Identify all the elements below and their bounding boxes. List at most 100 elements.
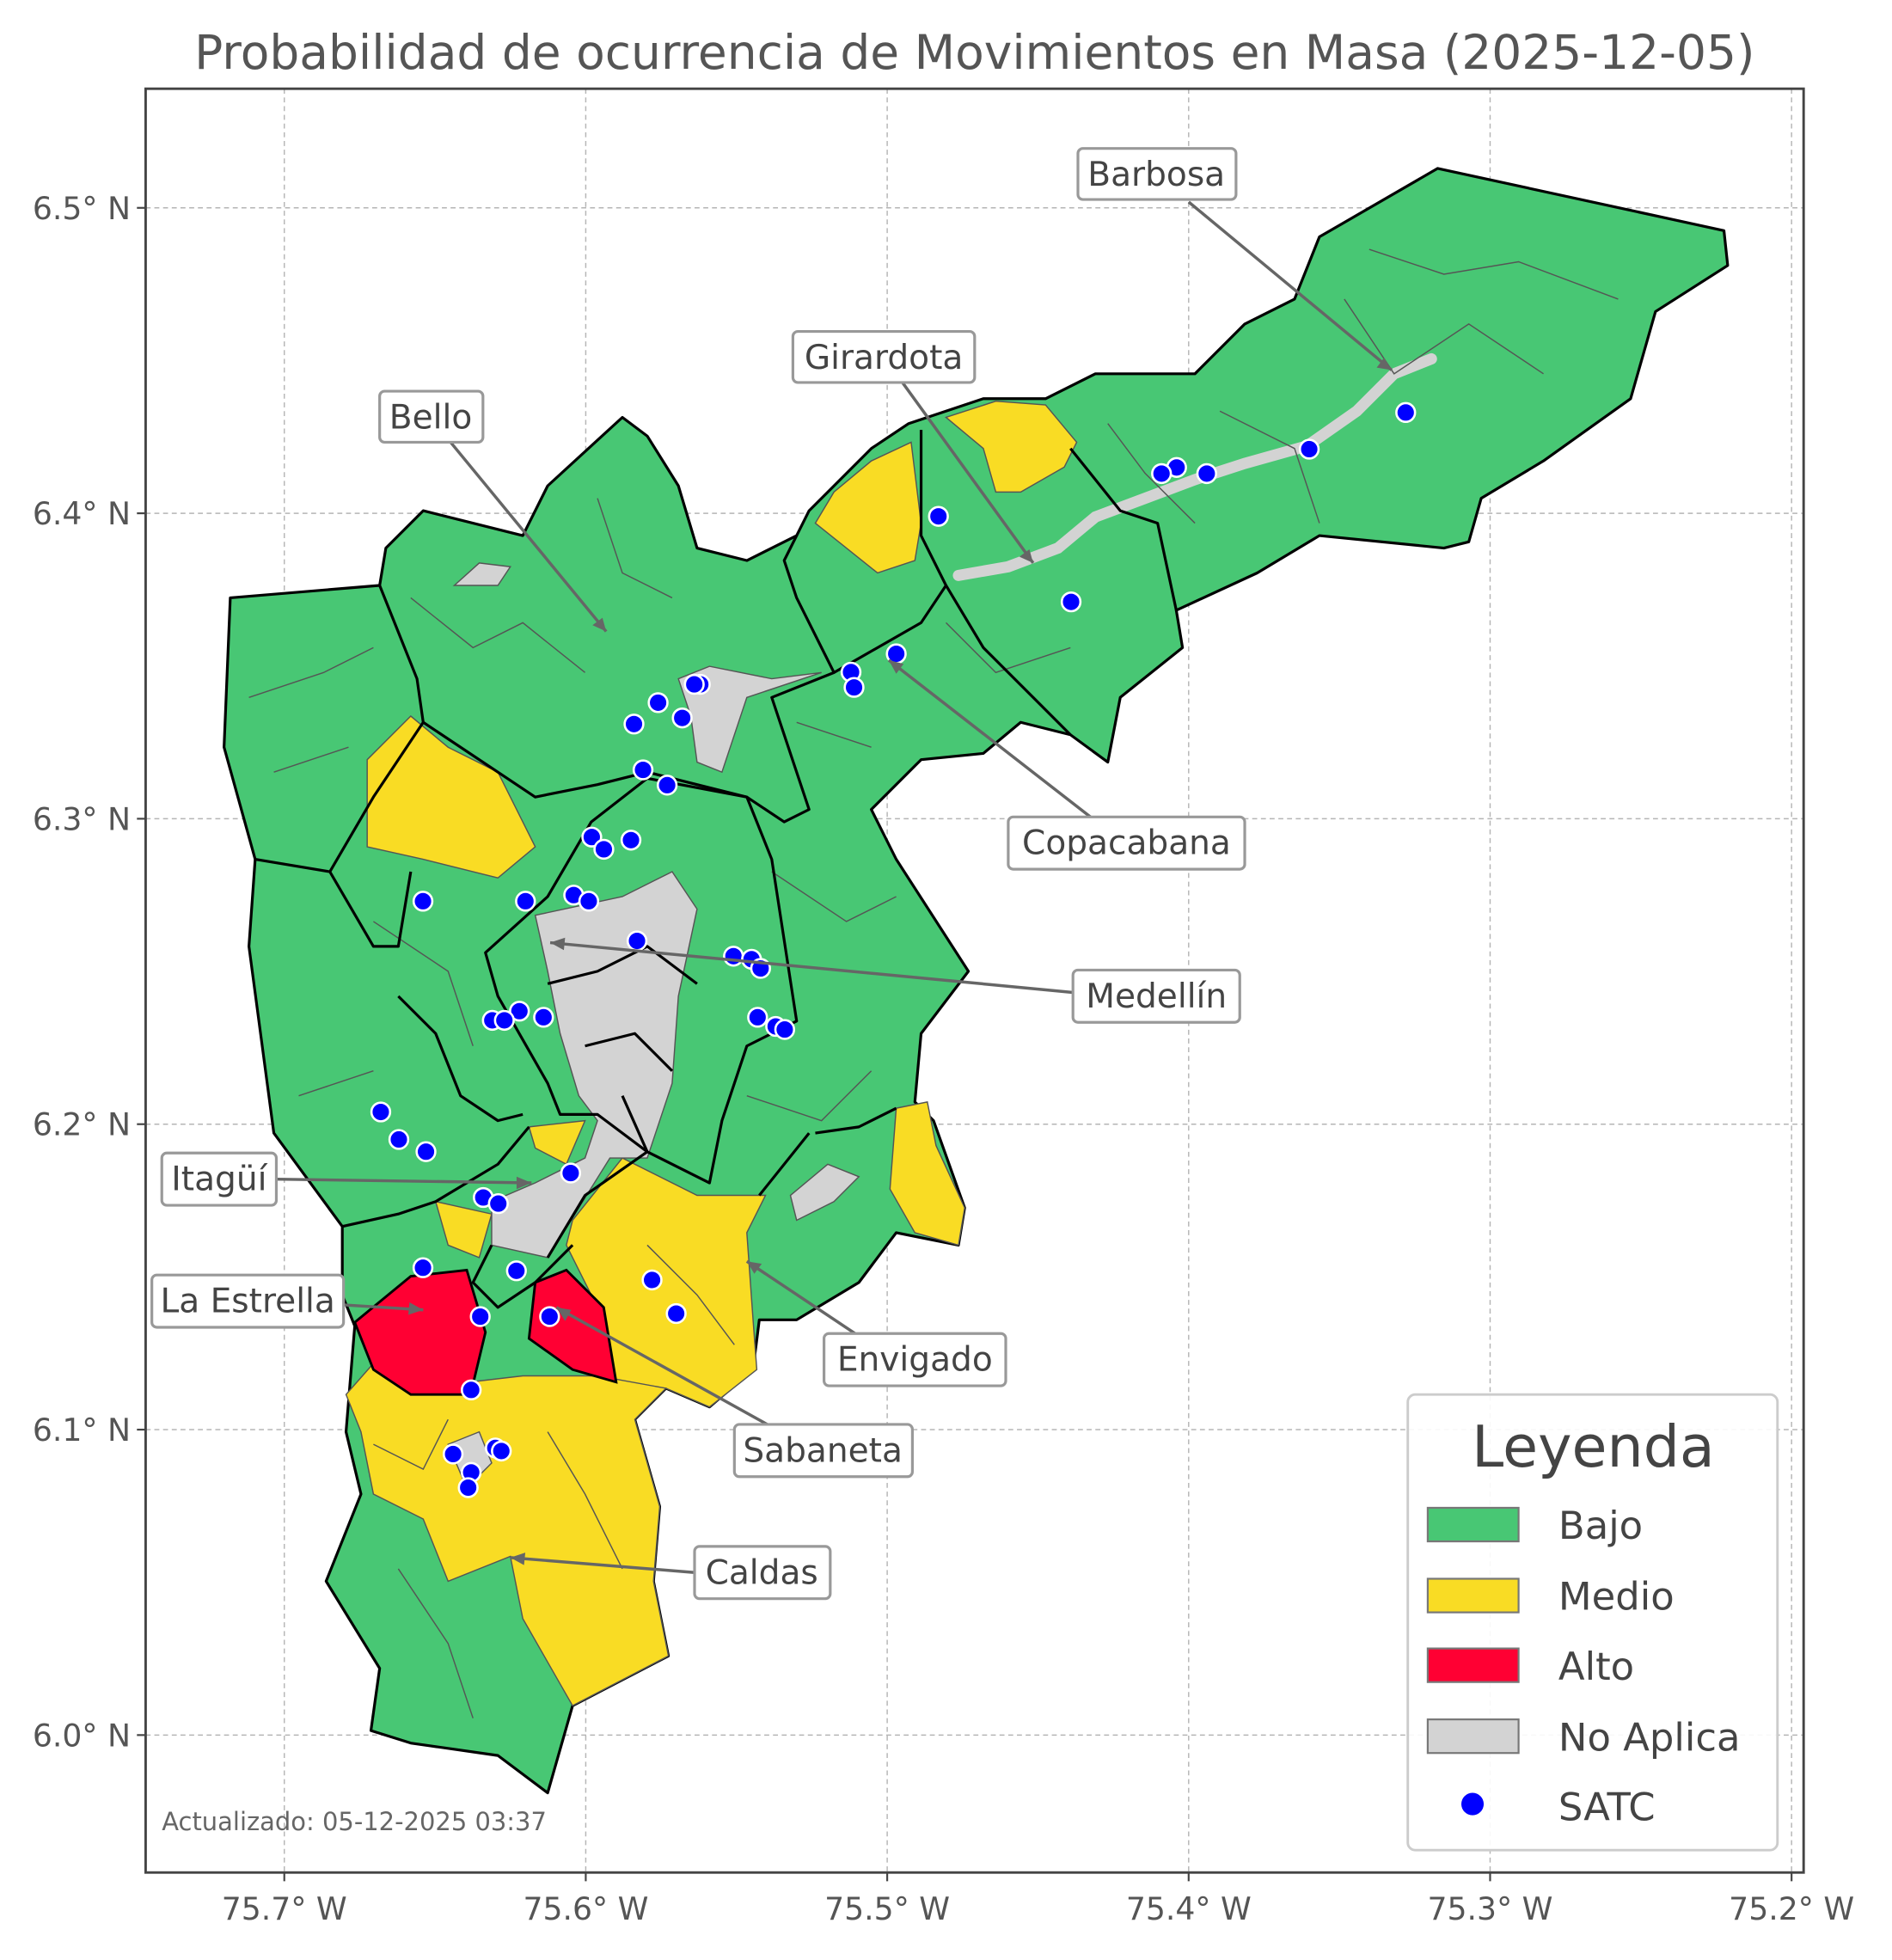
label-itagui: Itagüí [171,1161,267,1199]
zone-no-aplica-envigado [789,1163,860,1222]
satc-point[interactable] [533,1007,554,1028]
legend-item-bajo: Bajo [1426,1503,1643,1548]
legend-label: Bajo [1558,1503,1643,1548]
satc-point[interactable] [723,946,744,967]
satc-point[interactable] [460,1379,482,1401]
zone-no-aplica-medellin [491,871,698,1259]
zone-alto-sabaneta [527,1268,618,1384]
satc-point[interactable] [581,826,603,848]
satc-point[interactable] [623,714,645,735]
zone-medio-caldas [345,1363,670,1707]
satc-point[interactable] [491,1440,512,1462]
legend-label: No Aplica [1558,1714,1741,1760]
satc-points [370,401,1417,1498]
label-envigado: Envigado [837,1341,993,1380]
updated-timestamp: Actualizado: 05-12-2025 03:37 [162,1807,547,1836]
x-tick-label: 75.5° W [824,1890,950,1927]
annotation-envigado: Envigado [745,1259,1007,1387]
legend-title: Leyenda [1472,1413,1715,1480]
satc-point[interactable] [505,1260,527,1282]
legend: Leyenda Bajo Medio Alto No Aplica SATC [1406,1393,1779,1852]
satc-point[interactable] [1151,462,1173,485]
legend-item-alto: Alto [1426,1644,1634,1689]
satc-point[interactable] [747,1007,768,1028]
y-tick-label: 6.4° N [33,495,131,532]
subdivision-lines [248,248,1619,1718]
satc-point[interactable] [442,1443,464,1465]
satc-point[interactable] [671,707,693,729]
y-tick-label: 6.3° N [33,800,131,837]
x-tick-label: 75.3° W [1428,1890,1553,1927]
annotation-medellin: Medellín [549,937,1241,1024]
satc-point[interactable] [388,1129,410,1150]
satc-point[interactable] [370,1101,392,1123]
legend-item-satc: SATC [1460,1784,1656,1829]
zone-medio-envigado-east [889,1101,965,1246]
label-girardota: Girardota [805,339,964,377]
satc-point[interactable] [578,891,600,912]
satc-point[interactable] [457,1477,479,1498]
satc-point[interactable] [509,1001,530,1022]
map-title: Probabilidad de ocurrencia de Movimiento… [194,25,1754,80]
satc-point[interactable] [560,1162,582,1184]
legend-label: SATC [1558,1784,1656,1829]
axis-ticks: 75.7° W 75.6° W 75.5° W 75.4° W 75.3° W 75.2°… [33,190,1854,1927]
satc-point[interactable] [626,930,648,952]
satc-point[interactable] [656,775,678,796]
satc-point[interactable] [665,1302,687,1325]
annotation-copacabana: Copacabana [887,658,1246,871]
satc-point[interactable] [683,673,705,695]
y-tick-label: 6.0° N [33,1717,131,1754]
satc-point[interactable] [843,677,865,698]
satc-point[interactable] [1298,438,1320,460]
zone-medio-la-estrella [434,1200,493,1259]
satc-point[interactable] [539,1306,560,1327]
satc-point[interactable] [620,830,642,851]
satc-point[interactable] [928,505,949,527]
label-copacabana: Copacabana [1022,824,1231,863]
annotation-itagui: Itagüí [160,1151,532,1207]
legend-label: Medio [1558,1574,1675,1620]
label-bello: Bello [389,399,472,438]
annotation-sabaneta: Sabaneta [555,1306,914,1479]
annotation-barbosa: Barbosa [1076,147,1393,371]
zone-medio-north [814,441,922,574]
satc-point[interactable] [487,1192,509,1215]
risk-zones [223,167,1730,1795]
zone-medio-west [366,715,536,879]
satc-point[interactable] [774,1019,796,1040]
zone-no-aplica-bello-north [452,562,511,586]
annotation-caldas: Caldas [510,1545,832,1601]
label-caldas: Caldas [706,1553,818,1592]
satc-point[interactable] [1060,591,1082,613]
annotations: Barbosa Girardota Bello Copacabana Medel… [150,147,1393,1601]
satc-point[interactable] [632,759,654,781]
satc-point[interactable] [1395,401,1417,424]
municipality-boundaries [254,429,1178,1309]
label-la-estrella: La Estrella [160,1283,334,1321]
legend-label: Alto [1558,1644,1634,1689]
satc-point[interactable] [1196,462,1217,485]
legend-item-medio: Medio [1426,1574,1675,1620]
y-tick-label: 6.2° N [33,1106,131,1143]
legend-item-no-aplica: No Aplica [1426,1714,1741,1760]
satc-point[interactable] [412,891,434,912]
x-tick-label: 75.6° W [523,1890,648,1927]
satc-point[interactable] [641,1269,663,1291]
satc-point[interactable] [469,1306,491,1327]
annotation-bello: Bello [378,389,608,633]
x-tick-label: 75.2° W [1729,1890,1854,1927]
x-tick-label: 75.4° W [1126,1890,1252,1927]
zone-medio-girardota [945,400,1078,493]
x-tick-label: 75.7° W [222,1890,347,1927]
zone-medio-sabaneta-envigado [566,1157,767,1408]
label-medellin: Medellín [1086,977,1227,1016]
satc-point[interactable] [493,1009,515,1032]
satc-point[interactable] [415,1141,437,1162]
satc-point[interactable] [412,1257,434,1278]
satc-point[interactable] [593,838,615,861]
satc-point[interactable] [515,891,536,912]
satc-point[interactable] [647,692,669,714]
zone-no-aplica-bello [677,665,822,774]
